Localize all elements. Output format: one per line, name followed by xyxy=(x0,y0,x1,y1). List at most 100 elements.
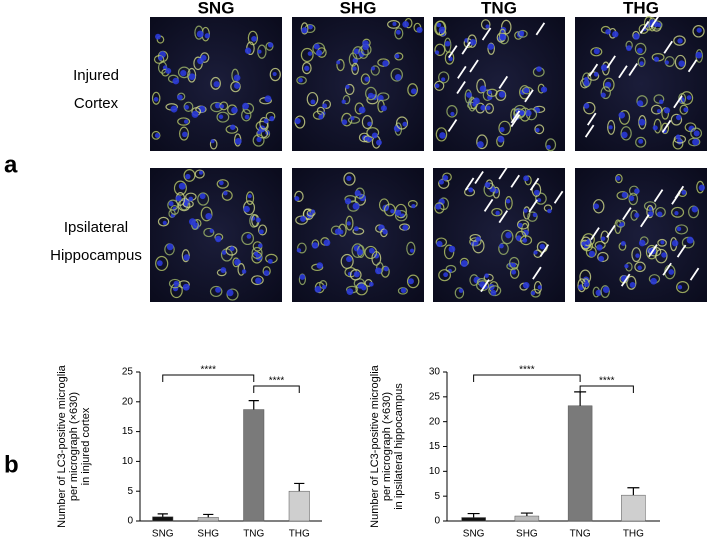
cell xyxy=(585,246,597,258)
nucleus xyxy=(220,104,225,109)
nucleus xyxy=(341,99,346,104)
nucleus xyxy=(255,277,262,284)
nucleus xyxy=(593,203,600,210)
nucleus xyxy=(218,114,224,120)
nucleus xyxy=(205,212,213,220)
nucleus xyxy=(310,209,315,214)
cell xyxy=(295,215,308,225)
nucleus xyxy=(533,189,540,196)
cell xyxy=(504,196,513,210)
nucleus xyxy=(402,121,408,127)
y-tick-label: 0 xyxy=(434,516,440,527)
cell xyxy=(675,224,689,235)
nucleus xyxy=(341,119,348,125)
cell xyxy=(364,245,378,260)
arrow xyxy=(648,244,658,258)
nucleus xyxy=(530,290,536,296)
micrograph xyxy=(150,168,282,302)
nucleus xyxy=(469,39,477,46)
column-label: SNG xyxy=(198,0,235,17)
nucleus xyxy=(188,196,194,202)
cell xyxy=(183,101,194,112)
cell xyxy=(157,216,170,227)
nucleus xyxy=(231,106,238,114)
arrow xyxy=(483,198,494,212)
cell xyxy=(488,285,502,297)
nucleus xyxy=(618,111,626,119)
nucleus xyxy=(336,60,341,65)
nucleus xyxy=(210,139,215,144)
nucleus xyxy=(354,190,361,197)
arrow xyxy=(676,244,687,258)
nucleus xyxy=(215,235,222,243)
cell xyxy=(312,110,325,120)
nucleus xyxy=(663,107,671,114)
nucleus xyxy=(637,265,642,271)
nucleus xyxy=(323,239,331,247)
nucleus xyxy=(410,88,417,95)
nucleus xyxy=(390,209,395,214)
cell xyxy=(168,278,181,289)
nucleus xyxy=(362,43,369,51)
cell xyxy=(531,182,542,197)
nucleus xyxy=(517,222,523,228)
cell xyxy=(476,78,486,94)
nucleus xyxy=(300,215,306,222)
panel-label: a xyxy=(4,151,18,178)
cell xyxy=(498,242,509,255)
cell xyxy=(527,211,538,222)
arrow xyxy=(535,22,546,36)
cell xyxy=(406,274,420,289)
nucleus xyxy=(402,20,409,28)
cell xyxy=(476,134,488,150)
nucleus xyxy=(458,288,464,293)
nucleus xyxy=(671,239,679,247)
cell xyxy=(637,56,646,68)
nucleus xyxy=(696,27,702,33)
arrow xyxy=(662,262,672,276)
arrow xyxy=(671,191,681,205)
nucleus xyxy=(220,267,227,273)
cell xyxy=(491,207,503,217)
nucleus xyxy=(595,289,602,296)
cell xyxy=(345,215,354,231)
cell xyxy=(179,126,189,141)
nucleus xyxy=(688,125,695,132)
nucleus xyxy=(256,136,262,143)
nucleus xyxy=(188,73,196,80)
nucleus xyxy=(535,127,540,133)
bar xyxy=(514,515,540,522)
nucleus xyxy=(395,29,401,35)
cell xyxy=(344,83,355,96)
arrow xyxy=(461,41,471,55)
nucleus xyxy=(158,55,163,61)
cell xyxy=(653,94,665,104)
cell xyxy=(600,86,611,100)
cell xyxy=(480,19,491,30)
cell xyxy=(638,23,649,34)
arrow xyxy=(524,89,534,103)
nucleus xyxy=(691,206,698,213)
y-tick-label: 10 xyxy=(429,466,441,477)
cell xyxy=(434,202,445,214)
nucleus xyxy=(394,53,400,59)
cell xyxy=(259,116,269,130)
arrow xyxy=(586,112,597,126)
cell xyxy=(336,58,345,72)
cell xyxy=(650,104,663,115)
significance-label: **** xyxy=(269,376,285,387)
nucleus xyxy=(468,187,474,193)
nucleus xyxy=(416,26,423,34)
column-label: THG xyxy=(623,0,659,17)
nucleus xyxy=(153,97,159,102)
y-tick-label: 20 xyxy=(429,416,441,427)
cell xyxy=(580,236,592,250)
nucleus xyxy=(346,256,352,263)
arrow xyxy=(529,177,540,191)
nucleus xyxy=(168,201,174,207)
nucleus xyxy=(547,208,552,214)
arrow xyxy=(588,63,599,77)
nucleus xyxy=(638,118,646,126)
nucleus xyxy=(626,45,632,51)
cell xyxy=(294,190,304,202)
